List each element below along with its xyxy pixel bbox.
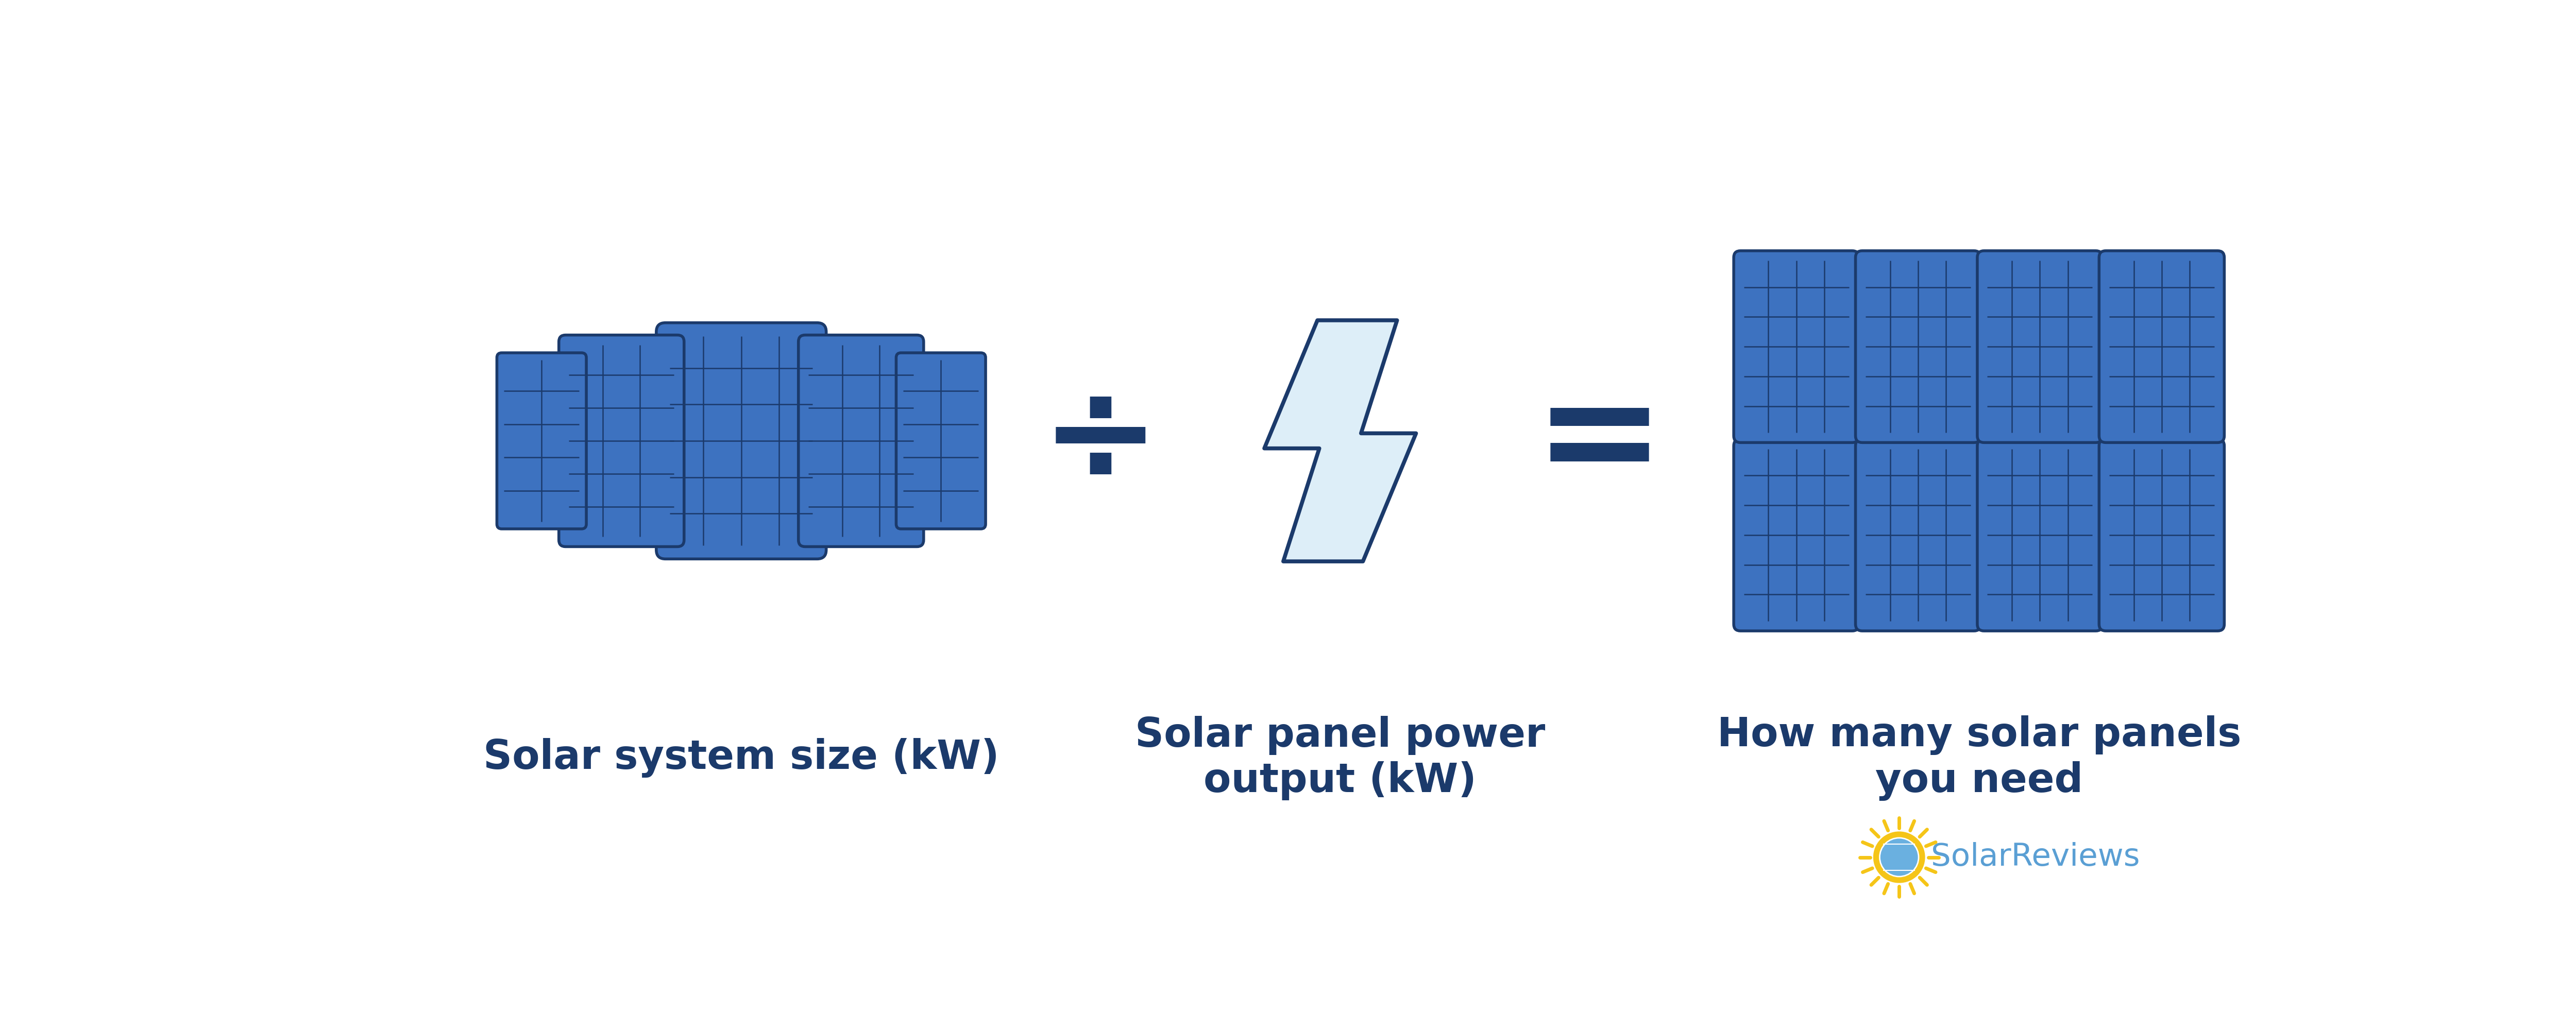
FancyBboxPatch shape — [1734, 439, 1860, 631]
FancyBboxPatch shape — [896, 353, 987, 528]
FancyBboxPatch shape — [1978, 250, 2102, 443]
FancyBboxPatch shape — [2099, 439, 2223, 631]
Text: SolarReviews: SolarReviews — [1932, 843, 2141, 872]
Text: ÷: ÷ — [1041, 371, 1162, 510]
FancyBboxPatch shape — [1978, 439, 2102, 631]
Text: How many solar panels
you need: How many solar panels you need — [1718, 715, 2241, 801]
Circle shape — [1880, 837, 1919, 877]
FancyBboxPatch shape — [657, 322, 827, 559]
FancyBboxPatch shape — [799, 335, 925, 547]
Text: =: = — [1533, 365, 1667, 517]
FancyBboxPatch shape — [497, 353, 587, 528]
FancyBboxPatch shape — [1855, 250, 1981, 443]
FancyBboxPatch shape — [2099, 250, 2223, 443]
Text: Solar system size (kW): Solar system size (kW) — [484, 739, 999, 778]
FancyBboxPatch shape — [559, 335, 685, 547]
Circle shape — [1873, 831, 1924, 883]
Polygon shape — [1265, 320, 1417, 561]
FancyBboxPatch shape — [1734, 250, 1860, 443]
FancyBboxPatch shape — [1855, 439, 1981, 631]
Text: Solar panel power
output (kW): Solar panel power output (kW) — [1136, 716, 1546, 800]
